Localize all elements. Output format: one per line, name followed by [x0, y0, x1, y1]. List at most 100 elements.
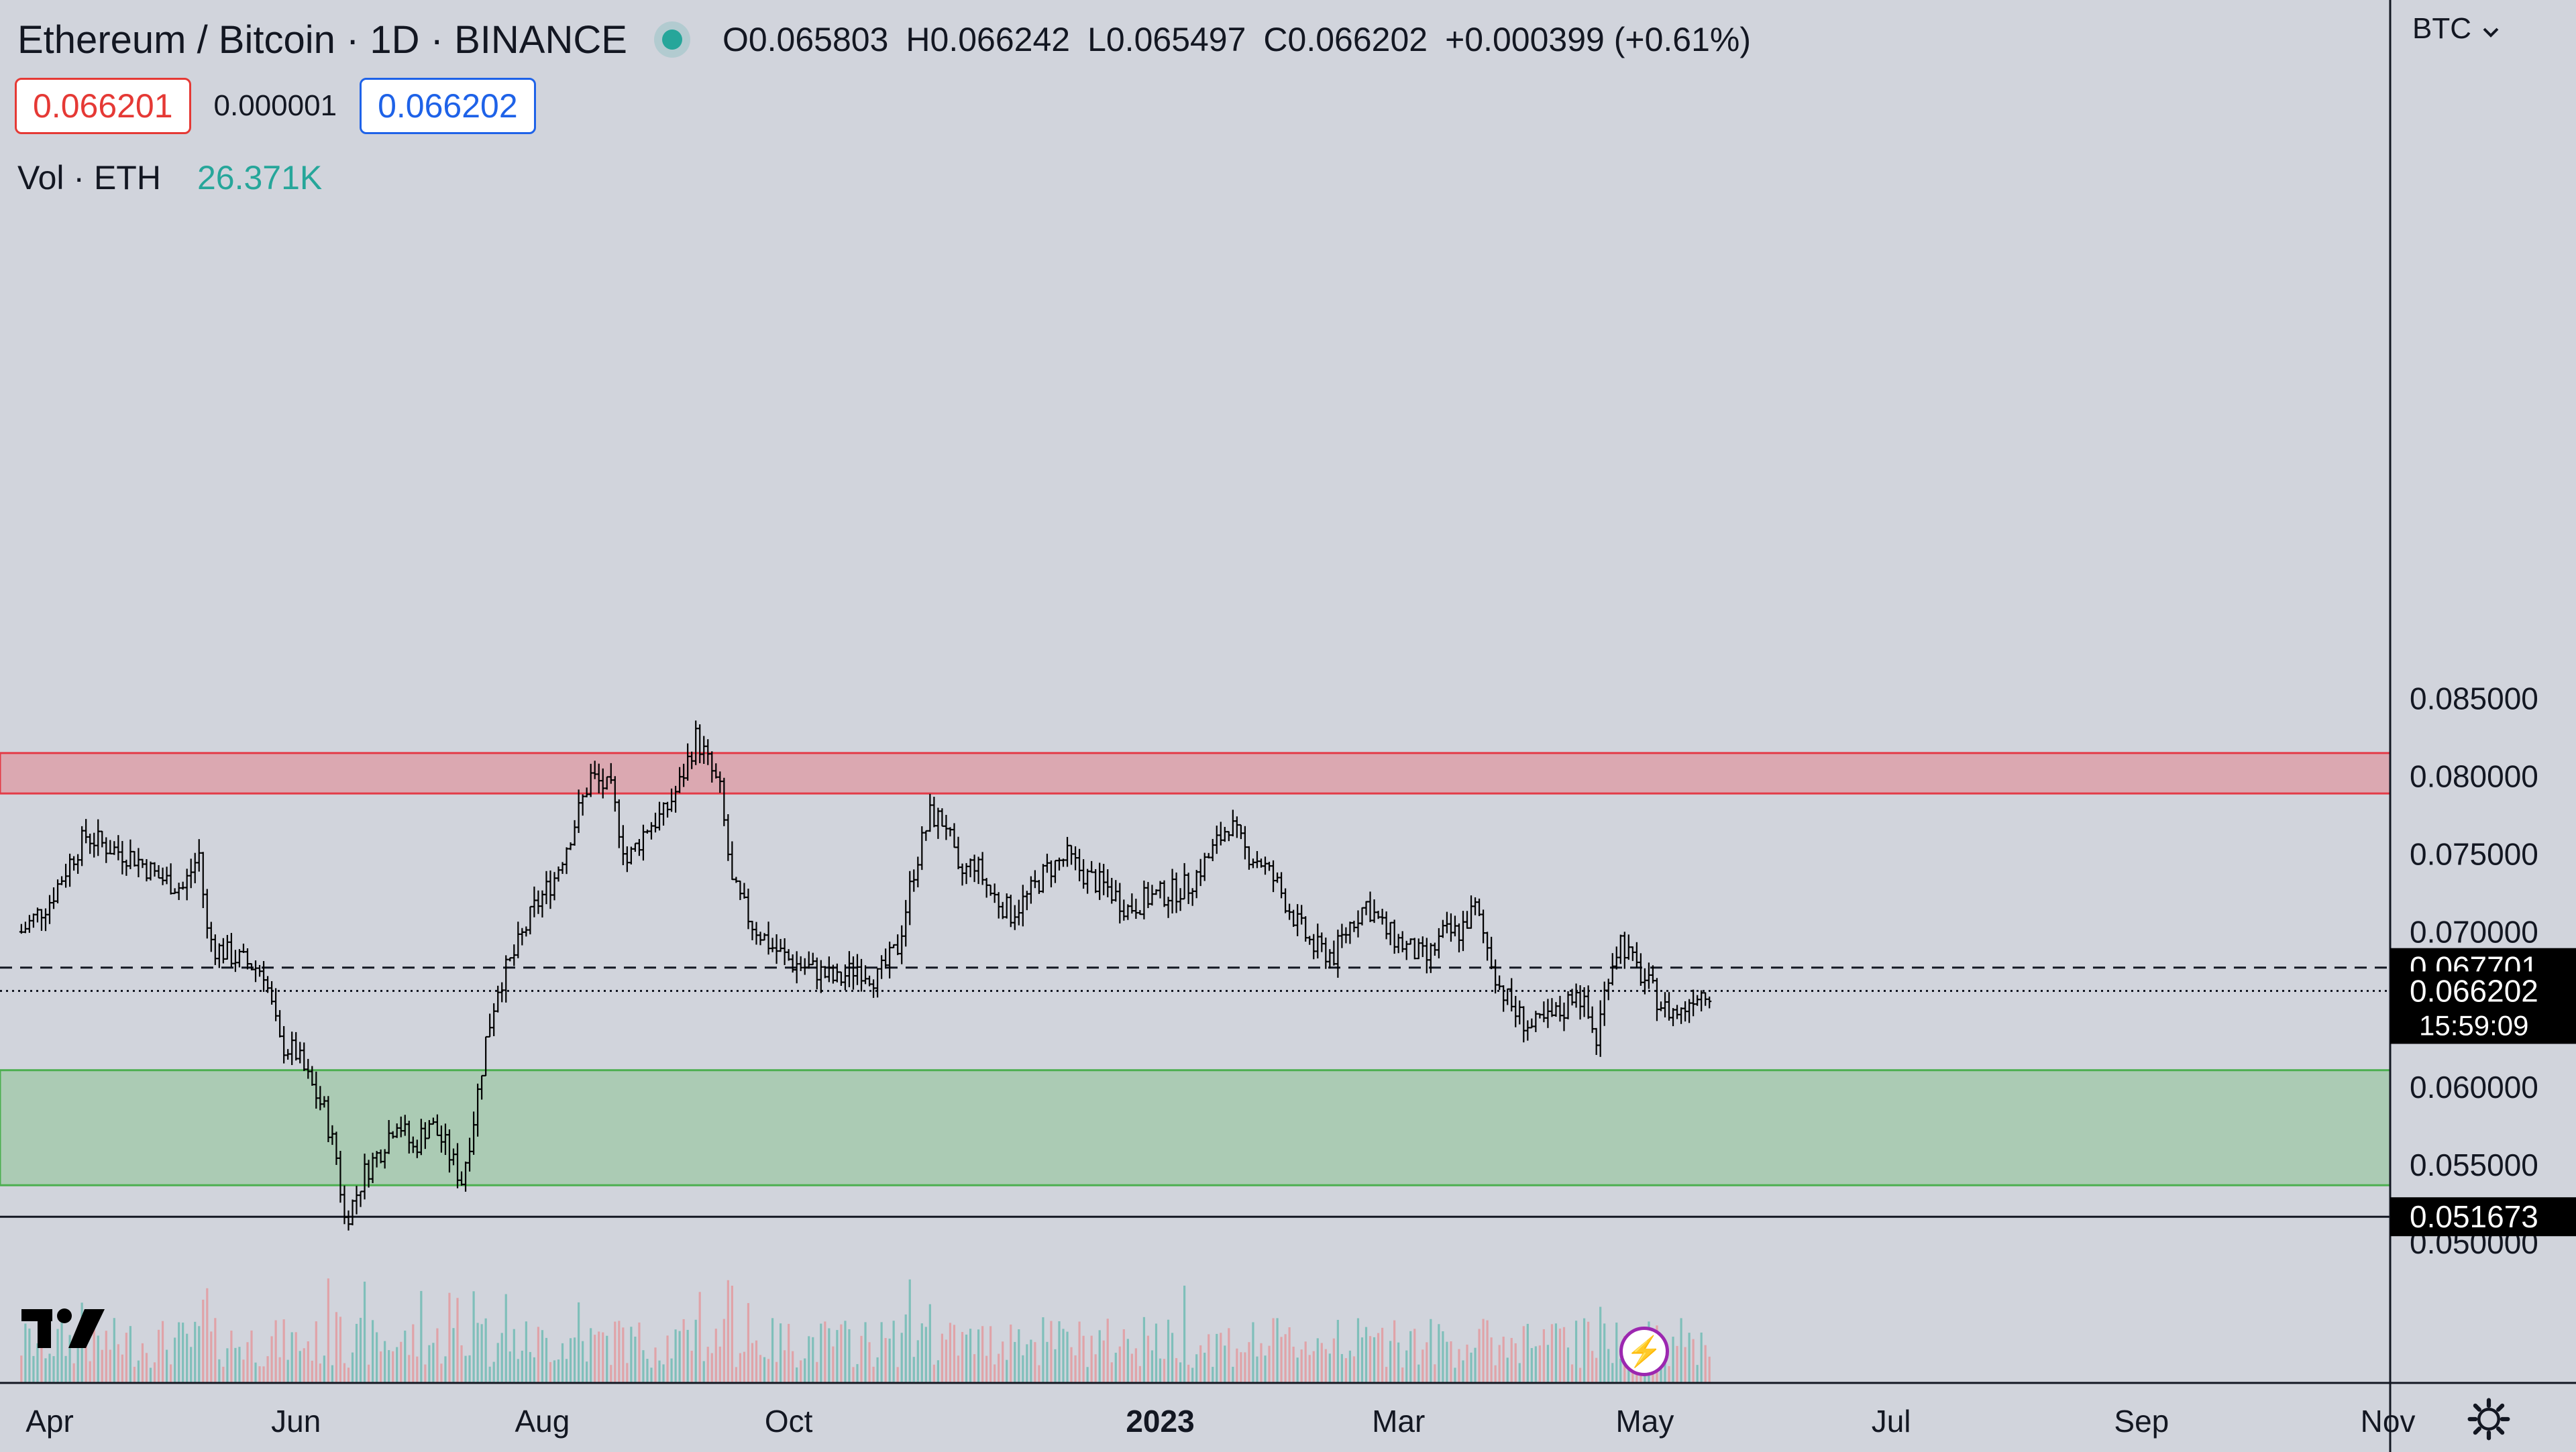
- volume-legend[interactable]: Vol · ETH 26.371K: [17, 158, 322, 197]
- volume-bar: [666, 1335, 669, 1383]
- volume-bar: [444, 1356, 447, 1383]
- symbol-title[interactable]: Ethereum / Bitcoin · 1D · BINANCE: [17, 17, 627, 62]
- volume-bar: [1368, 1336, 1372, 1383]
- volume-bar: [1046, 1341, 1049, 1383]
- lightning-bolt-icon[interactable]: ⚡: [1619, 1327, 1669, 1376]
- ohlc-bar: [730, 841, 735, 881]
- ohlc-bar: [120, 840, 125, 875]
- volume-bar: [1566, 1347, 1570, 1383]
- volume-bar: [533, 1357, 535, 1383]
- ohlc-bar: [698, 724, 702, 763]
- volume-bar: [1494, 1365, 1497, 1383]
- volume-bar: [1421, 1349, 1424, 1383]
- volume-bar: [904, 1314, 907, 1383]
- gear-icon[interactable]: [2466, 1396, 2512, 1442]
- volume-bar: [1534, 1346, 1537, 1383]
- ohlc-bar: [1146, 882, 1150, 909]
- volume-bar: [957, 1355, 960, 1383]
- volume-bar: [1426, 1342, 1428, 1383]
- volume-bar: [1058, 1321, 1061, 1383]
- ohlc-bar: [1497, 975, 1502, 991]
- ohlc-bar: [1654, 978, 1659, 1021]
- tradingview-logo-icon[interactable]: [20, 1306, 107, 1351]
- volume-bar: [234, 1347, 237, 1383]
- volume-bar: [606, 1335, 608, 1383]
- volume-bar: [1526, 1323, 1529, 1383]
- volume-bar: [763, 1357, 766, 1383]
- ohlc-bar: [528, 905, 533, 935]
- buy-price-button[interactable]: 0.066202: [360, 78, 536, 134]
- ohlc-bar: [435, 1114, 439, 1136]
- volume-bar: [1002, 1341, 1004, 1383]
- ohlc-bar: [810, 952, 815, 966]
- volume-bar: [545, 1337, 548, 1383]
- ohlc-bar: [564, 847, 569, 875]
- ohlc-bar: [140, 858, 145, 869]
- volume-bar: [1578, 1367, 1582, 1383]
- time-tick-label: Oct: [765, 1404, 813, 1439]
- ohlc-bar: [1028, 876, 1033, 904]
- ohlc-bar: [362, 1154, 367, 1200]
- ohlc-bar: [524, 926, 529, 937]
- ohlc-bar: [193, 852, 197, 883]
- volume-bar: [347, 1367, 350, 1383]
- ohlc-bar: [1542, 1001, 1546, 1023]
- volume-bar: [1324, 1349, 1327, 1383]
- sell-price-button[interactable]: 0.066201: [15, 78, 191, 134]
- volume-bar: [1106, 1319, 1109, 1383]
- ohlc-bar: [552, 872, 557, 901]
- ohlc-bar: [1594, 1027, 1599, 1055]
- ohlc-bar: [1683, 1001, 1688, 1022]
- volume-bar: [610, 1365, 612, 1383]
- volume-bar: [1014, 1341, 1016, 1383]
- volume-bar: [936, 1360, 939, 1383]
- market-status-icon[interactable]: [661, 30, 682, 50]
- volume-bar: [20, 1355, 23, 1383]
- ohlc-bar: [1529, 1018, 1534, 1029]
- ohlc-bar: [1287, 903, 1292, 920]
- volume-bar: [1268, 1345, 1271, 1383]
- volume-bar: [1308, 1355, 1311, 1383]
- volume-bar: [1381, 1327, 1384, 1383]
- volume-bar: [1502, 1336, 1505, 1383]
- ohlc-bar: [1206, 852, 1211, 858]
- ohlc-bar: [1513, 995, 1518, 1027]
- volume-bar: [101, 1349, 103, 1383]
- volume-bar: [1010, 1324, 1012, 1383]
- ohlc-bar: [318, 1086, 323, 1111]
- ohlc-bar: [197, 839, 201, 872]
- ohlc-bar: [1626, 934, 1631, 960]
- volume-bar: [1405, 1350, 1408, 1383]
- volume-bar: [464, 1355, 467, 1383]
- volume-bar: [650, 1367, 653, 1383]
- ohlc-bar: [274, 988, 278, 1021]
- ohlc-bar: [1546, 999, 1550, 1028]
- volume-bar: [517, 1359, 519, 1383]
- volume-bar: [569, 1338, 572, 1383]
- volume-bar: [1462, 1360, 1464, 1383]
- volume-bar: [129, 1326, 131, 1383]
- ohlc-bar: [68, 853, 72, 887]
- currency-select[interactable]: BTC: [2412, 12, 2500, 46]
- time-tick-label: Apr: [25, 1404, 74, 1439]
- ohlc-bar: [936, 807, 941, 839]
- volume-bar: [985, 1355, 988, 1383]
- close-value: 0.066202: [1287, 21, 1428, 58]
- ohlc-bar: [932, 797, 936, 828]
- low-label: L: [1087, 21, 1106, 58]
- ohlc-bar: [782, 938, 787, 965]
- ohlc-bar: [1295, 904, 1300, 936]
- volume-bar: [1450, 1341, 1452, 1383]
- volume-bar: [1664, 1355, 1666, 1383]
- volume-bar: [1599, 1306, 1602, 1383]
- volume-bar: [165, 1349, 168, 1383]
- volume-bar: [808, 1336, 810, 1383]
- ohlc-bar: [100, 830, 105, 848]
- volume-bar: [1138, 1365, 1141, 1383]
- ohlc-bar: [584, 787, 589, 797]
- ohlc-bar: [976, 856, 981, 885]
- ohlc-bar: [322, 1096, 327, 1108]
- ohlc-bar: [209, 922, 213, 952]
- volume-label: Vol · ETH: [17, 159, 161, 197]
